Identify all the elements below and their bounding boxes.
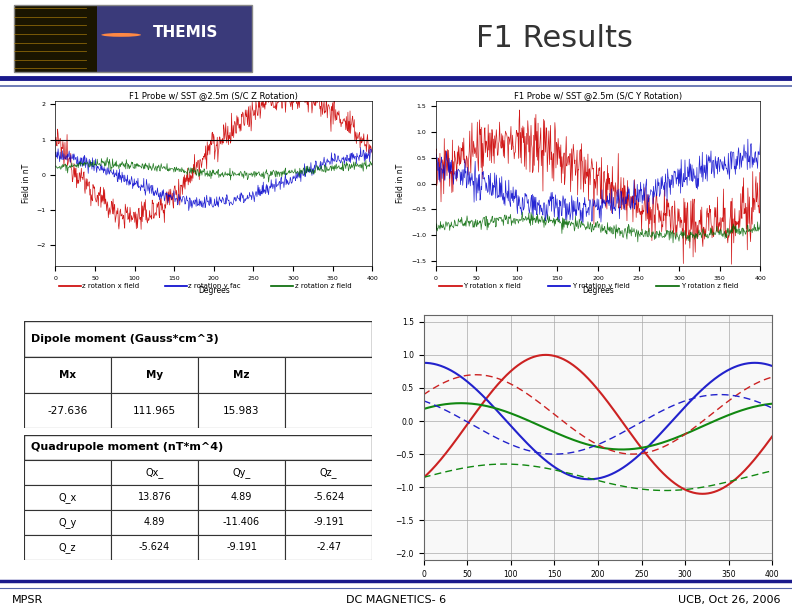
Text: 4.89: 4.89 bbox=[144, 517, 165, 528]
Text: -2.47: -2.47 bbox=[316, 542, 341, 553]
Text: UCB, Oct 26, 2006: UCB, Oct 26, 2006 bbox=[678, 595, 780, 605]
Bar bbox=[198, 393, 285, 428]
X-axis label: Degrees: Degrees bbox=[582, 286, 614, 296]
Text: MPSR: MPSR bbox=[12, 595, 43, 605]
Text: Y rotation y field: Y rotation y field bbox=[572, 283, 630, 289]
Text: DC MAGNETICS- 6: DC MAGNETICS- 6 bbox=[346, 595, 446, 605]
Bar bbox=[198, 357, 285, 393]
Text: z rotation y fac: z rotation y fac bbox=[188, 283, 241, 289]
Text: Y rotation z field: Y rotation z field bbox=[681, 283, 738, 289]
Text: -5.624: -5.624 bbox=[139, 542, 170, 553]
Bar bbox=[24, 510, 111, 535]
Text: -9.191: -9.191 bbox=[313, 517, 345, 528]
Bar bbox=[198, 460, 285, 485]
Text: Y rotation x field: Y rotation x field bbox=[463, 283, 521, 289]
Bar bbox=[111, 393, 198, 428]
Text: Dipole moment (Gauss*cm^3): Dipole moment (Gauss*cm^3) bbox=[31, 334, 219, 344]
Text: -9.191: -9.191 bbox=[226, 542, 257, 553]
Text: 111.965: 111.965 bbox=[133, 406, 176, 416]
Text: Qz_: Qz_ bbox=[320, 467, 337, 477]
Bar bbox=[285, 485, 372, 510]
Y-axis label: Field in nT: Field in nT bbox=[22, 164, 31, 203]
Title: F1 Probe w/ SST @2.5m (S/C Y Rotation): F1 Probe w/ SST @2.5m (S/C Y Rotation) bbox=[514, 91, 682, 100]
Bar bbox=[24, 321, 372, 357]
Bar bbox=[285, 357, 372, 393]
Text: z rotation z field: z rotation z field bbox=[295, 283, 351, 289]
Bar bbox=[111, 485, 198, 510]
Text: 13.876: 13.876 bbox=[138, 492, 171, 502]
Bar bbox=[111, 357, 198, 393]
Text: -5.624: -5.624 bbox=[313, 492, 345, 502]
Bar bbox=[285, 460, 372, 485]
Bar bbox=[111, 510, 198, 535]
Text: Qx_: Qx_ bbox=[145, 467, 164, 477]
Text: 4.89: 4.89 bbox=[231, 492, 252, 502]
Bar bbox=[24, 393, 111, 428]
Bar bbox=[14, 4, 97, 72]
Text: Q_x: Q_x bbox=[58, 492, 77, 502]
Bar bbox=[198, 485, 285, 510]
Text: Qy_: Qy_ bbox=[232, 467, 251, 477]
Bar bbox=[285, 510, 372, 535]
Bar bbox=[198, 535, 285, 560]
Text: Q_z: Q_z bbox=[59, 542, 76, 553]
Bar bbox=[97, 4, 252, 72]
Bar bbox=[285, 535, 372, 560]
Bar bbox=[24, 435, 372, 460]
Bar bbox=[14, 4, 252, 72]
Bar bbox=[111, 460, 198, 485]
Bar bbox=[24, 485, 111, 510]
Text: -11.406: -11.406 bbox=[223, 517, 260, 528]
Bar bbox=[285, 393, 372, 428]
Text: THEMIS: THEMIS bbox=[153, 25, 218, 40]
Text: z rotation x field: z rotation x field bbox=[82, 283, 139, 289]
Title: F1 Probe w/ SST @2.5m (S/C Z Rotation): F1 Probe w/ SST @2.5m (S/C Z Rotation) bbox=[129, 91, 299, 100]
Bar bbox=[24, 460, 111, 485]
Circle shape bbox=[101, 33, 141, 37]
Text: 15.983: 15.983 bbox=[223, 406, 260, 416]
Bar bbox=[24, 357, 111, 393]
Text: Mx: Mx bbox=[59, 370, 76, 380]
Text: My: My bbox=[146, 370, 163, 380]
Y-axis label: Field in nT: Field in nT bbox=[396, 164, 406, 203]
Text: Mz: Mz bbox=[234, 370, 249, 380]
Text: F1 Results: F1 Results bbox=[476, 24, 633, 53]
Bar bbox=[198, 510, 285, 535]
Text: Quadrupole moment (nT*m^4): Quadrupole moment (nT*m^4) bbox=[31, 442, 223, 452]
Bar bbox=[24, 535, 111, 560]
Text: Q_y: Q_y bbox=[58, 517, 77, 528]
X-axis label: Degrees: Degrees bbox=[198, 286, 230, 296]
Text: -27.636: -27.636 bbox=[48, 406, 87, 416]
Bar bbox=[111, 535, 198, 560]
